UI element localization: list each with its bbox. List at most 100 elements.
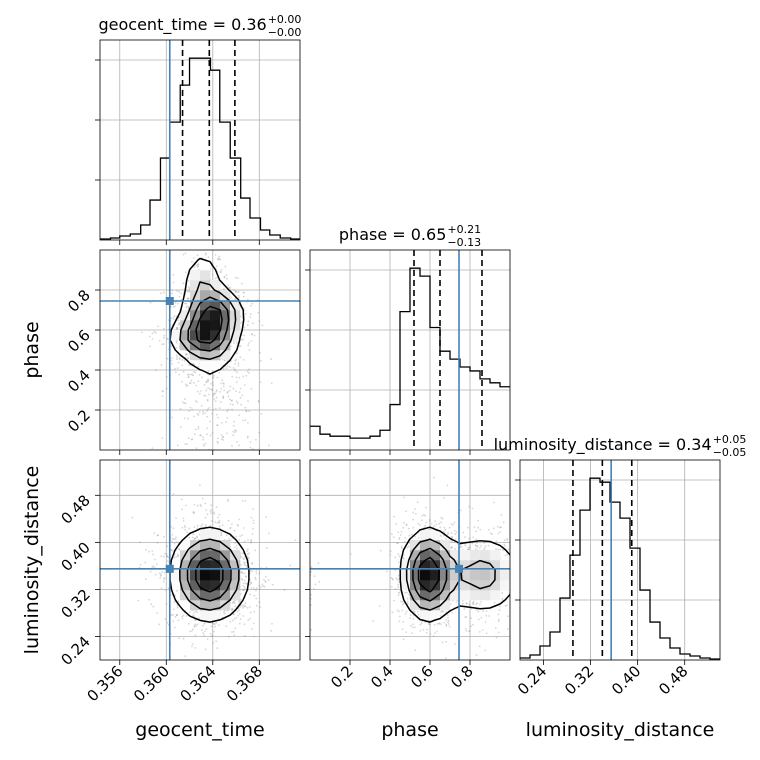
scatter-point	[232, 424, 235, 427]
scatter-point	[229, 345, 232, 348]
scatter-point	[151, 566, 154, 569]
scatter-point	[257, 400, 260, 403]
scatter-point	[156, 534, 159, 537]
scatter-point	[231, 608, 234, 611]
scatter-point	[197, 263, 200, 266]
hist-luminosity_distance-frame	[519, 459, 721, 661]
scatter-point	[444, 657, 447, 660]
scatter-point	[234, 627, 237, 630]
scatter-point	[226, 500, 229, 503]
scatter-point	[160, 573, 162, 576]
density-cell	[420, 530, 431, 541]
scatter-point	[225, 625, 228, 627]
scatter-point	[239, 535, 242, 537]
scatter-point	[205, 628, 208, 631]
scatter-point	[250, 581, 253, 584]
scatter-point	[238, 613, 241, 615]
scatter-point	[160, 574, 162, 577]
scatter-point	[191, 628, 194, 631]
scatter-point	[253, 635, 256, 638]
scatter-point	[158, 572, 161, 575]
scatter-point	[191, 438, 194, 441]
hist-content	[100, 40, 300, 240]
scatter-point	[186, 531, 189, 534]
scatter-point	[244, 406, 247, 409]
scatter-point	[505, 537, 508, 540]
scatter-point	[234, 359, 237, 362]
scatter-point	[412, 526, 415, 529]
scatter-point	[178, 290, 181, 293]
scatter-point	[478, 547, 481, 549]
scatter-point	[209, 434, 212, 437]
scatter-point	[176, 358, 178, 361]
scatter-point	[506, 628, 509, 630]
density-cell	[180, 320, 191, 331]
y-tick-label: 0.40	[57, 538, 93, 574]
scatter-point	[243, 604, 245, 606]
scatter-point	[241, 500, 244, 502]
y-tick-label: 0.4	[64, 366, 94, 396]
scatter-point	[212, 377, 215, 379]
scatter-point	[504, 605, 507, 607]
density-cell	[190, 330, 201, 341]
scatter-point	[145, 549, 148, 551]
scatter-point	[217, 257, 220, 260]
scatter-point	[237, 524, 240, 527]
density-cell	[420, 580, 431, 591]
density-cell	[200, 540, 211, 551]
scatter-point	[396, 579, 399, 581]
scatter-point	[212, 373, 214, 376]
scatter-point	[185, 385, 188, 387]
hist-content	[310, 250, 510, 450]
scatter-point	[172, 613, 174, 616]
scatter-point	[172, 493, 175, 495]
scatter-point	[229, 287, 231, 289]
scatter-point	[172, 527, 175, 530]
scatter-point	[162, 343, 165, 345]
scatter-point	[252, 622, 255, 625]
scatter-point	[426, 628, 428, 631]
scatter-point	[218, 258, 221, 261]
density-geocent_time-phase-frame	[99, 249, 301, 451]
scatter-point	[233, 420, 235, 423]
scatter-point	[497, 631, 500, 634]
scatter-point	[172, 273, 175, 276]
scatter-point	[196, 263, 199, 266]
scatter-point	[264, 580, 267, 583]
scatter-point	[249, 578, 252, 581]
density-cell	[180, 580, 191, 591]
scatter-point	[207, 256, 210, 259]
scatter-point	[258, 572, 261, 574]
scatter-point	[187, 307, 190, 309]
scatter-point	[267, 579, 270, 582]
scatter-point	[241, 571, 244, 574]
scatter-point	[185, 290, 188, 292]
panel-title-phase: phase = 0.65 +0.21−0.13	[339, 223, 481, 249]
scatter-point	[440, 623, 442, 625]
scatter-point	[225, 274, 228, 277]
scatter-point	[210, 635, 213, 638]
scatter-point	[251, 562, 253, 565]
scatter-point	[255, 604, 258, 607]
scatter-point	[233, 529, 236, 532]
scatter-point	[270, 382, 273, 385]
scatter-point	[248, 557, 250, 560]
scatter-point	[186, 373, 189, 376]
scatter-point	[212, 642, 215, 644]
scatter-point	[193, 625, 196, 628]
scatter-point	[176, 356, 178, 359]
scatter-point	[241, 394, 244, 397]
scatter-point	[148, 550, 150, 553]
scatter-point	[405, 631, 407, 633]
density-cell	[450, 570, 461, 581]
scatter-point	[227, 498, 229, 501]
scatter-point	[193, 381, 195, 384]
scatter-point	[226, 534, 228, 537]
scatter-point	[236, 544, 238, 547]
scatter-point	[434, 632, 436, 634]
scatter-point	[158, 623, 161, 626]
scatter-point	[190, 438, 193, 441]
scatter-point	[477, 618, 480, 621]
scatter-point	[243, 561, 246, 564]
scatter-point	[411, 626, 414, 628]
